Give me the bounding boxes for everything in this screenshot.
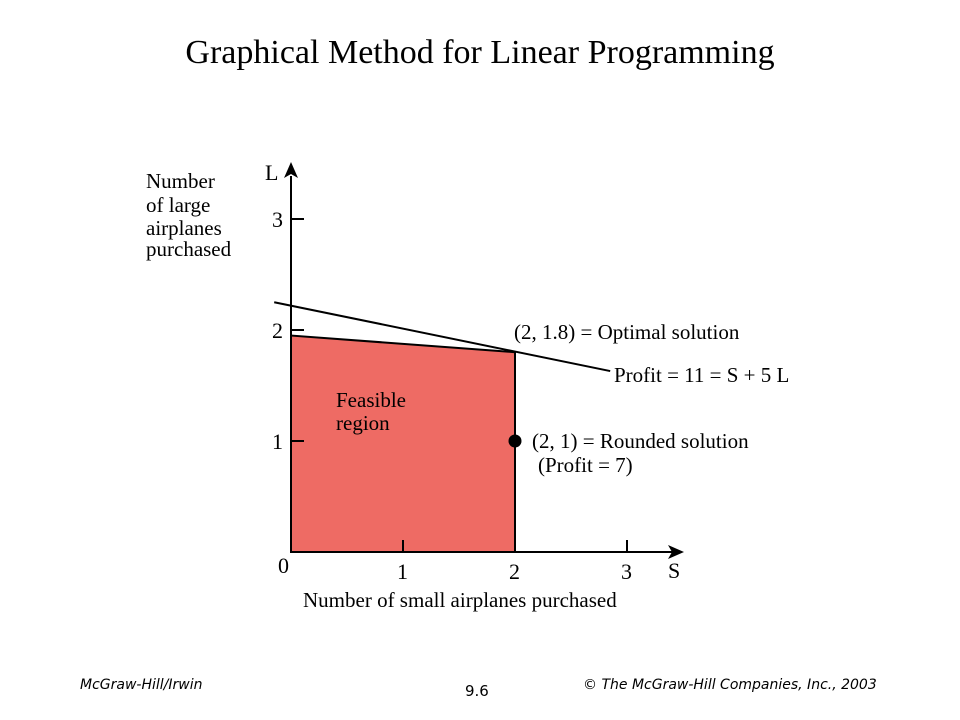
x-axis-arrow — [668, 545, 684, 559]
profit-line — [273, 301, 611, 373]
origin-label: 0 — [278, 553, 289, 578]
y-axis-symbol: L — [265, 160, 278, 185]
x-tick-label-3: 3 — [621, 559, 632, 584]
footer-copyright: © The McGraw-Hill Companies, Inc., 2003 — [583, 677, 877, 693]
y-tick-label-3: 3 — [272, 207, 283, 232]
x-axis-label: Number of small airplanes purchased — [303, 588, 617, 612]
rounded-solution-profit: (Profit = 7) — [538, 453, 633, 477]
profit-line-label: Profit = 11 = S + 5 L — [614, 363, 789, 387]
footer-publisher: McGraw-Hill/Irwin — [80, 677, 203, 693]
footer-slide-number: 9.6 — [465, 682, 489, 700]
x-axis-symbol: S — [668, 558, 680, 583]
feasible-region-label-line-2: region — [336, 411, 390, 435]
x-tick-label-1: 1 — [397, 559, 408, 584]
feasible-region — [290, 334, 516, 553]
y-axis-label-line-3: airplanes — [146, 216, 222, 240]
rounded-solution-label: (2, 1) = Rounded solution — [532, 429, 749, 453]
rounded-solution-point — [508, 434, 522, 448]
y-tick-label-2: 2 — [272, 318, 283, 343]
feasible-region-label-line-1: Feasible — [336, 388, 406, 412]
y-axis-label-line-2: of large — [146, 193, 210, 217]
y-axis-arrow — [284, 162, 298, 178]
y-axis-label-line-1: Number — [146, 169, 215, 193]
slide-title: Graphical Method for Linear Programming — [185, 34, 775, 71]
x-tick-label-2: 2 — [509, 559, 520, 584]
y-axis-label-line-4: purchased — [146, 237, 232, 261]
optimal-solution-label: (2, 1.8) = Optimal solution — [514, 320, 740, 344]
y-tick-label-1: 1 — [272, 429, 283, 454]
